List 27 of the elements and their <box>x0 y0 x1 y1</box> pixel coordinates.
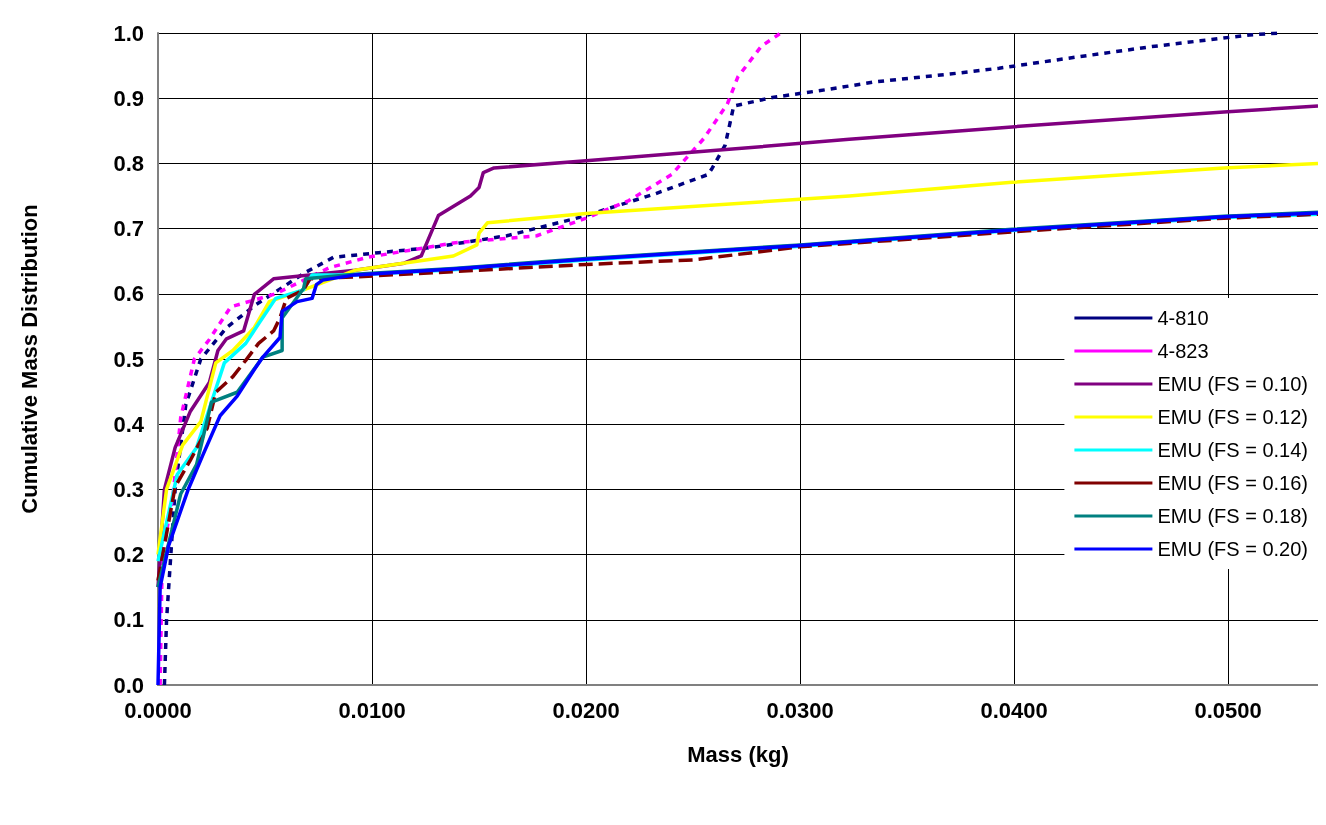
x-tick-label: 0.0200 <box>552 697 620 723</box>
x-tick-label: 0.0400 <box>980 697 1048 723</box>
y-tick-label: 0.7 <box>113 216 144 242</box>
legend-label: EMU (FS = 0.12) <box>1157 406 1309 428</box>
legend-label: EMU (FS = 0.16) <box>1157 472 1309 494</box>
y-tick-label: 1.0 <box>113 20 144 46</box>
y-tick-label: 0.1 <box>113 607 144 633</box>
y-tick-label: 0.5 <box>113 346 144 372</box>
y-tick-label: 0.8 <box>113 150 144 176</box>
y-tick-label: 0.6 <box>113 281 144 307</box>
x-tick-label: 0.0000 <box>124 697 192 723</box>
y-tick-label: 0.0 <box>113 672 144 698</box>
legend-label: 4-823 <box>1157 340 1209 362</box>
legend-label: 4-810 <box>1157 307 1209 329</box>
x-tick-label: 0.0500 <box>1194 697 1262 723</box>
y-tick-label: 0.4 <box>113 411 145 437</box>
legend-label: EMU (FS = 0.18) <box>1157 505 1309 527</box>
legend-label: EMU (FS = 0.20) <box>1157 538 1309 560</box>
y-tick-label: 0.2 <box>113 542 144 568</box>
x-tick-label: 0.0300 <box>766 697 834 723</box>
y-axis-title: Cumulative Mass Distribution <box>16 204 42 514</box>
y-tick-label: 0.9 <box>113 85 144 111</box>
y-tick-label: 0.3 <box>113 476 144 502</box>
legend-label: EMU (FS = 0.10) <box>1157 373 1309 395</box>
legend-label: EMU (FS = 0.14) <box>1157 439 1309 461</box>
x-tick-label: 0.0100 <box>338 697 406 723</box>
x-axis-title: Mass (kg) <box>687 741 789 767</box>
